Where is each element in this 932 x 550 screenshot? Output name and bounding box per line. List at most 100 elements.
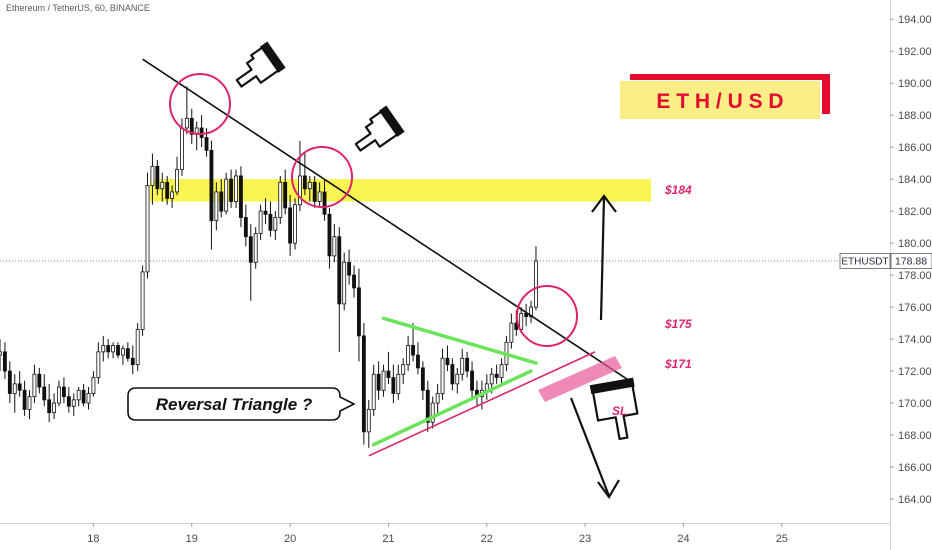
y-tick-label: 170.00 [898, 398, 932, 410]
candle [406, 335, 411, 372]
candle [396, 364, 401, 400]
candle [524, 303, 529, 327]
candle [347, 249, 352, 285]
candle-body [322, 191, 327, 215]
candle-body [371, 373, 376, 410]
candle [327, 207, 332, 269]
candle-body [27, 396, 32, 410]
peak-circle-2 [291, 146, 353, 208]
candlestick-series [0, 86, 538, 448]
triangle-lower-line [371, 369, 533, 447]
candle [534, 246, 538, 311]
candle [332, 223, 337, 263]
candle-body [337, 236, 342, 305]
x-tick-label: 20 [284, 533, 296, 545]
candle [121, 345, 125, 365]
candle [27, 390, 32, 420]
candle [101, 335, 106, 362]
candle-body [293, 204, 297, 244]
candle-body [499, 364, 504, 378]
candle [357, 268, 361, 362]
candle-body [116, 345, 120, 356]
candle-body [42, 386, 47, 401]
candle [47, 383, 52, 423]
pointing-hand-icon [235, 41, 286, 88]
pointing-down-hand-icon [589, 377, 639, 441]
candle-body [209, 149, 214, 222]
candle [91, 371, 96, 397]
y-tick-label: 188.00 [898, 110, 932, 122]
candle-body [489, 373, 494, 385]
candle [160, 172, 165, 202]
candle-body [0, 351, 2, 356]
y-tick-label: 176.00 [898, 302, 932, 314]
candle-body [317, 191, 322, 202]
candle [455, 367, 460, 394]
candle [66, 387, 71, 413]
price-tag-symbol: ETHUSDT [841, 257, 888, 268]
candle-body [76, 389, 81, 401]
candle-body [170, 191, 175, 199]
zone-184-label: $184 [664, 183, 692, 197]
candle [165, 175, 170, 205]
candle-body [465, 357, 470, 372]
candle [376, 361, 381, 400]
candle-body [406, 345, 411, 366]
candle-body [160, 181, 165, 190]
candle [224, 172, 229, 215]
candle-body [357, 287, 361, 337]
candle-body [2, 351, 7, 372]
candle [312, 175, 317, 208]
candle-body [135, 329, 140, 366]
support-line [368, 351, 596, 457]
y-tick-label: 166.00 [898, 462, 932, 474]
candle-body [401, 364, 406, 375]
candle [268, 201, 273, 237]
candle [298, 140, 302, 212]
y-tick-label: 180.00 [898, 238, 932, 250]
candle [81, 383, 86, 407]
candle-body [416, 354, 420, 369]
y-tick-label: 178.00 [898, 270, 932, 282]
candle-body [248, 236, 253, 263]
candle [7, 361, 12, 404]
price-tag: ETHUSDT 178.88 [839, 253, 932, 270]
candle [361, 323, 366, 445]
candle-body [450, 364, 455, 385]
candle [401, 358, 406, 384]
y-tick-label: 174.00 [898, 334, 932, 346]
candle [37, 367, 42, 394]
y-axis-ticks: 194.00 192.00 190.00 188.00 186.00 184.00 182.… [890, 14, 932, 506]
candle [288, 195, 293, 256]
candle [450, 358, 455, 391]
candle [381, 364, 386, 397]
candle-body [91, 377, 96, 394]
candle [302, 153, 307, 196]
candle-body [180, 127, 184, 170]
candle-body [165, 181, 170, 199]
candle [130, 345, 135, 375]
x-tick-label: 19 [186, 533, 198, 545]
candle [322, 179, 327, 221]
candle-body [534, 260, 538, 308]
candle-body [7, 370, 12, 394]
candle-body [243, 217, 248, 238]
candle-body [175, 169, 179, 193]
candle-body [66, 396, 71, 407]
candle [499, 358, 504, 384]
price-tag-value: 178.88 [895, 256, 927, 268]
candle [420, 361, 425, 400]
candle [61, 377, 66, 404]
candle-body [204, 137, 209, 151]
candle-body [396, 373, 401, 394]
candle [214, 182, 219, 231]
candle-body [307, 181, 312, 190]
candle-body [219, 191, 224, 212]
candle-body [61, 386, 66, 398]
downtrend-line [142, 58, 630, 382]
candle [337, 227, 342, 352]
candle-body [140, 271, 145, 330]
candle-body [12, 383, 17, 394]
candle [391, 364, 396, 404]
triangle-upper-line [381, 316, 538, 365]
